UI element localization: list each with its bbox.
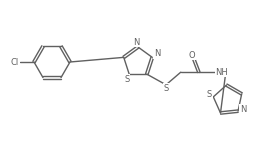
Text: S: S [124,75,130,84]
Text: Cl: Cl [11,58,19,66]
Text: N: N [133,37,139,46]
Text: N: N [154,49,160,58]
Text: S: S [207,90,212,99]
Text: NH: NH [215,68,228,77]
Text: O: O [188,51,195,60]
Text: N: N [240,105,246,114]
Text: S: S [163,84,168,93]
